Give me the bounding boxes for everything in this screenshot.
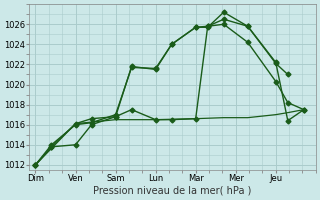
X-axis label: Pression niveau de la mer( hPa ): Pression niveau de la mer( hPa ) — [93, 186, 252, 196]
